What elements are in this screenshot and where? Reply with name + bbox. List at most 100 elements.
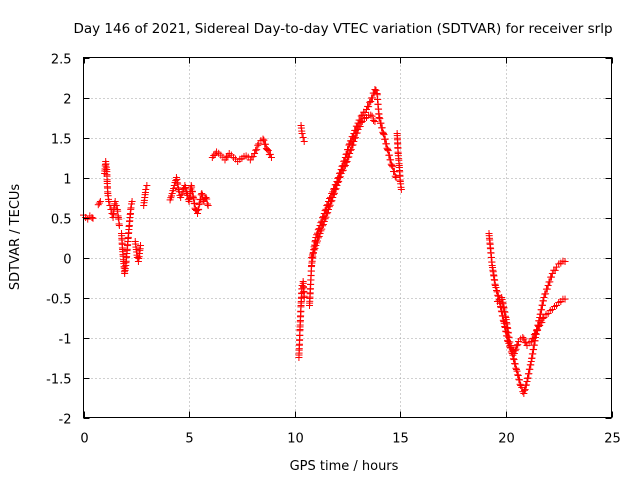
data-point bbox=[371, 86, 379, 93]
data-point bbox=[298, 130, 306, 137]
x-axis-label: GPS time / hours bbox=[290, 459, 399, 474]
data-point bbox=[339, 166, 347, 174]
y-axis: -2 -1.5 -1 -0.5 0 0.5 1 1.5 2 2.5 bbox=[46, 53, 612, 428]
data-point bbox=[513, 342, 521, 350]
data-point bbox=[168, 190, 176, 197]
x-tick-label: 20 bbox=[498, 432, 515, 447]
data-point bbox=[519, 334, 527, 341]
data-point bbox=[262, 145, 270, 153]
y-tick-label: 1 bbox=[63, 173, 71, 188]
data-point bbox=[515, 376, 523, 384]
series-seg-5 bbox=[131, 238, 145, 265]
data-point bbox=[508, 346, 516, 354]
data-point bbox=[222, 153, 230, 161]
data-point bbox=[375, 114, 383, 121]
data-point bbox=[196, 199, 204, 207]
data-point bbox=[341, 162, 349, 169]
data-point bbox=[326, 201, 334, 209]
data-point bbox=[513, 367, 521, 375]
data-point bbox=[350, 138, 358, 145]
series-seg-2 bbox=[94, 198, 104, 209]
grid bbox=[83, 57, 612, 418]
data-point bbox=[194, 206, 202, 214]
data-point bbox=[378, 124, 386, 132]
data-point bbox=[512, 364, 520, 372]
data-point bbox=[315, 232, 323, 240]
data-point bbox=[520, 335, 528, 343]
data-point bbox=[351, 134, 359, 142]
data-point bbox=[318, 225, 326, 233]
data-point bbox=[204, 202, 212, 209]
data-point bbox=[387, 156, 395, 164]
data-point bbox=[510, 356, 518, 364]
data-point bbox=[521, 386, 529, 394]
data-point bbox=[311, 244, 319, 252]
data-point bbox=[330, 189, 338, 197]
data-point bbox=[317, 227, 325, 235]
data-point bbox=[367, 111, 375, 119]
data-point bbox=[377, 119, 385, 127]
x-tick-label: 10 bbox=[287, 432, 304, 447]
data-point bbox=[260, 136, 268, 144]
y-tick-label: -0.5 bbox=[46, 293, 71, 308]
data-point bbox=[544, 282, 552, 289]
data-point bbox=[492, 283, 500, 291]
data-point bbox=[493, 288, 501, 296]
data-point bbox=[105, 198, 113, 205]
data-point bbox=[327, 198, 335, 206]
series-seg-15 bbox=[493, 294, 569, 357]
data-point bbox=[346, 146, 354, 154]
data-point bbox=[534, 326, 542, 334]
data-point bbox=[182, 184, 190, 192]
data-point bbox=[542, 290, 550, 298]
data-point bbox=[321, 215, 329, 223]
data-point bbox=[314, 237, 322, 245]
data-point bbox=[95, 199, 103, 207]
data-point bbox=[529, 334, 537, 342]
data-point bbox=[382, 140, 390, 148]
data-point bbox=[353, 129, 361, 137]
data-point bbox=[530, 331, 538, 339]
y-tick-label: -2 bbox=[59, 413, 72, 428]
data-point bbox=[112, 202, 120, 209]
data-point bbox=[514, 341, 522, 349]
series-seg-13 bbox=[393, 130, 405, 193]
data-point bbox=[195, 205, 203, 213]
data-point bbox=[264, 146, 272, 154]
data-point bbox=[370, 116, 378, 124]
y-tick-label: 1.5 bbox=[51, 133, 72, 148]
data-point bbox=[143, 182, 151, 189]
data-point bbox=[388, 162, 396, 169]
data-point bbox=[389, 163, 397, 171]
series-seg-6 bbox=[140, 182, 151, 209]
data-points bbox=[80, 86, 569, 397]
data-point bbox=[252, 146, 260, 154]
data-point bbox=[561, 258, 569, 265]
data-point bbox=[366, 98, 374, 106]
data-point bbox=[511, 347, 519, 355]
data-point bbox=[356, 122, 364, 130]
data-point bbox=[133, 254, 141, 261]
data-point bbox=[345, 153, 353, 161]
data-point bbox=[509, 355, 517, 363]
series-seg-1 bbox=[80, 211, 97, 223]
plot-frame bbox=[83, 57, 612, 418]
series-seg-3 bbox=[101, 158, 123, 229]
data-point bbox=[332, 185, 340, 193]
data-point bbox=[89, 214, 97, 222]
data-point bbox=[347, 146, 355, 154]
data-point bbox=[202, 194, 210, 201]
data-point bbox=[506, 342, 514, 349]
data-point bbox=[266, 150, 274, 158]
data-point bbox=[338, 167, 346, 175]
data-point bbox=[368, 112, 376, 120]
data-point bbox=[507, 343, 515, 351]
data-point bbox=[379, 130, 387, 137]
data-point bbox=[361, 108, 369, 116]
data-point bbox=[520, 386, 528, 394]
data-point bbox=[128, 198, 136, 205]
data-point bbox=[177, 194, 185, 201]
data-point bbox=[343, 158, 351, 166]
data-point bbox=[494, 292, 502, 300]
series-seg-14 bbox=[485, 230, 569, 397]
